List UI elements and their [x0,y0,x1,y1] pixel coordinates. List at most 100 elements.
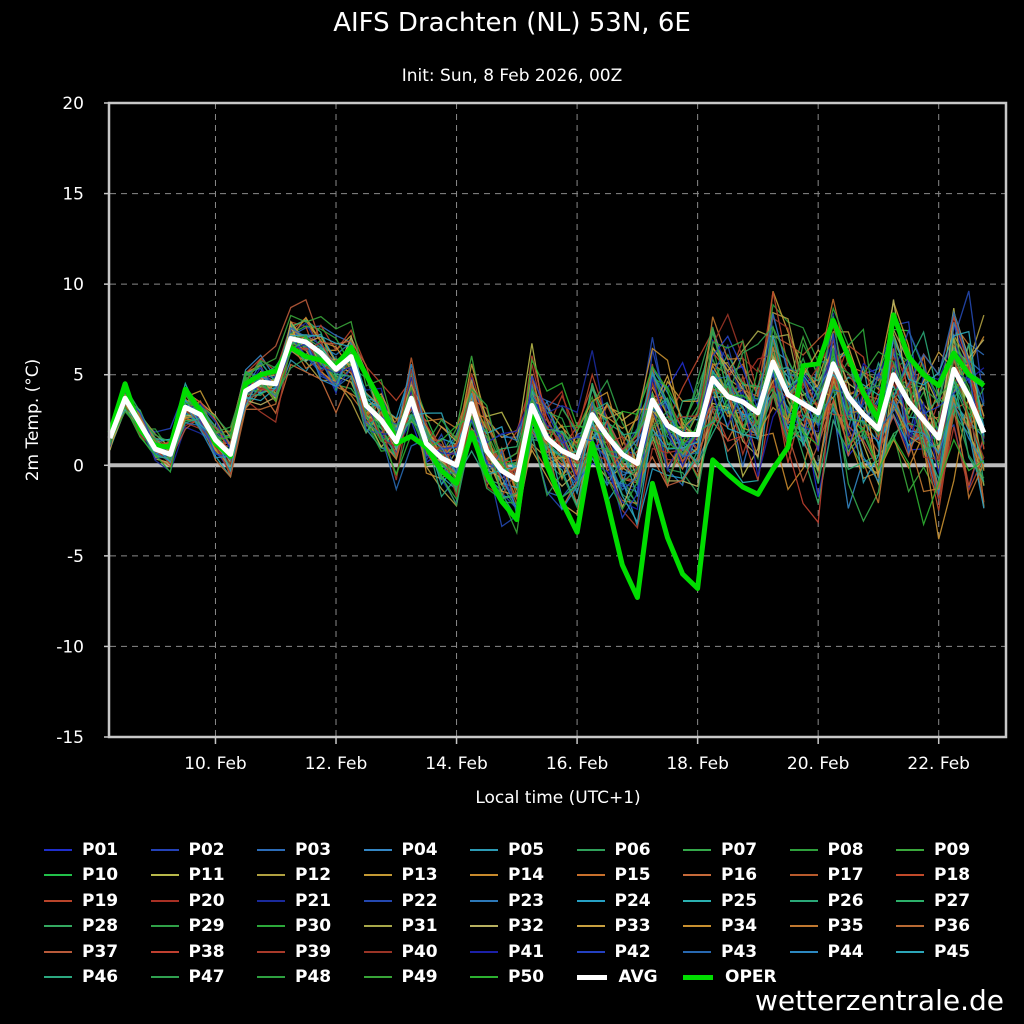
legend-item-p24: P24 [576,889,651,913]
legend-label: P13 [401,865,438,886]
chart-subtitle: Init: Sun, 8 Feb 2026, 00Z [401,66,623,86]
series-line-p40 [109,312,985,499]
legend-label: P36 [934,916,971,937]
x-axis: 10. Feb 12. Feb 14. Feb 16. Feb 18. Feb 20. F… [184,737,970,774]
main-series-lines [107,312,987,600]
legend-item-p33: P33 [576,914,651,938]
legend-swatch [470,874,498,877]
legend-item-p02: P02 [150,838,225,862]
legend-swatch [576,874,605,877]
legend-item-p21: P21 [257,889,331,913]
legend-label: P19 [82,890,119,911]
legend-label: P15 [614,865,651,886]
legend-label: P03 [295,840,332,860]
legend-label: P22 [401,890,438,911]
legend-label: P45 [934,941,971,962]
legend-label: P24 [614,890,651,911]
legend-label: P02 [188,840,225,860]
legend-label: P18 [934,865,971,886]
series-line-oper [107,312,986,600]
legend-label: P20 [188,890,225,911]
legend-label: P47 [188,967,225,987]
legend-item-p29: P29 [150,914,225,938]
legend-item-p35: P35 [789,914,864,938]
legend-label: P40 [401,941,438,962]
legend-swatch [576,849,605,851]
legend-swatch [683,849,711,851]
legend-swatch [257,925,285,928]
legend-item-p01: P01 [44,838,118,862]
legend-label: P27 [934,890,971,911]
legend-label: P04 [401,840,438,860]
legend-item-p32: P32 [470,914,544,938]
legend-label: P29 [188,916,225,937]
legend-item-p34: P34 [683,914,757,938]
legend-swatch [150,925,179,928]
legend-label: P07 [721,840,758,860]
legend-item-p10: P10 [44,863,118,887]
legend-label: P26 [827,890,864,911]
legend-swatch [683,950,711,953]
legend-swatch [363,899,392,902]
legend-swatch [576,899,605,902]
legend-item-p48: P48 [257,965,331,989]
legend-item-p27: P27 [896,889,970,913]
legend-label: P08 [827,840,864,860]
legend-item-p25: P25 [683,889,757,913]
legend-swatch [150,899,179,902]
legend-swatch [789,874,818,877]
legend-label: P50 [508,967,545,987]
legend-label: P05 [508,840,545,860]
source-credit[interactable]: wetterzentrale.de [754,984,1004,1017]
legend-swatch [44,976,72,978]
legend-swatch [470,925,498,928]
legend-item-p28: P28 [44,914,118,938]
legend-label: P23 [508,890,545,911]
legend-swatch [363,976,392,978]
legend-swatch [470,899,498,902]
legend-swatch [363,925,392,928]
legend-label: AVG [618,967,658,987]
legend-swatch [257,849,285,851]
legend-item-p15: P15 [576,863,651,887]
legend-swatch [150,950,179,953]
legend-item-p39: P39 [257,940,331,964]
legend-swatch [789,899,818,902]
x-tick-label: 18. Feb [666,754,729,774]
legend-swatch [257,976,285,978]
y-tick-label: -10 [56,637,84,657]
legend-swatch [257,874,285,877]
y-tick-label: -5 [67,547,84,567]
legend-label: P06 [614,840,651,860]
legend-item-p12: P12 [257,863,331,887]
legend-item-p14: P14 [470,863,544,887]
legend-item-p36: P36 [896,914,970,938]
y-tick-label: 5 [73,366,84,386]
legend-item-p06: P06 [576,838,651,862]
legend-swatch [44,899,72,902]
legend-item-p19: P19 [44,889,118,913]
legend-label: P28 [82,916,119,937]
series-line-avg [107,336,987,483]
y-tick-label: 20 [62,94,84,114]
y-axis-label: 2m Temp. (°C) [23,359,43,482]
legend-label: P34 [721,916,758,937]
legend-item-oper: OPER [683,965,777,989]
legend-swatch [896,950,924,953]
y-axis: 20 15 10 5 0 -5 -10 -15 [56,94,110,748]
legend-swatch [44,950,72,953]
x-tick-label: 14. Feb [425,754,488,774]
legend-swatch [789,849,818,851]
legend-item-p22: P22 [363,889,438,913]
legend-label: P01 [82,840,119,860]
legend-swatch [257,899,285,902]
y-tick-label: 15 [62,185,84,205]
x-tick-label: 16. Feb [546,754,609,774]
legend-item-p13: P13 [363,863,438,887]
legend-label: P09 [934,840,971,860]
legend-swatch [683,974,713,980]
x-tick-label: 12. Feb [305,754,368,774]
legend-swatch [896,874,924,877]
legend-label: P48 [295,967,332,987]
